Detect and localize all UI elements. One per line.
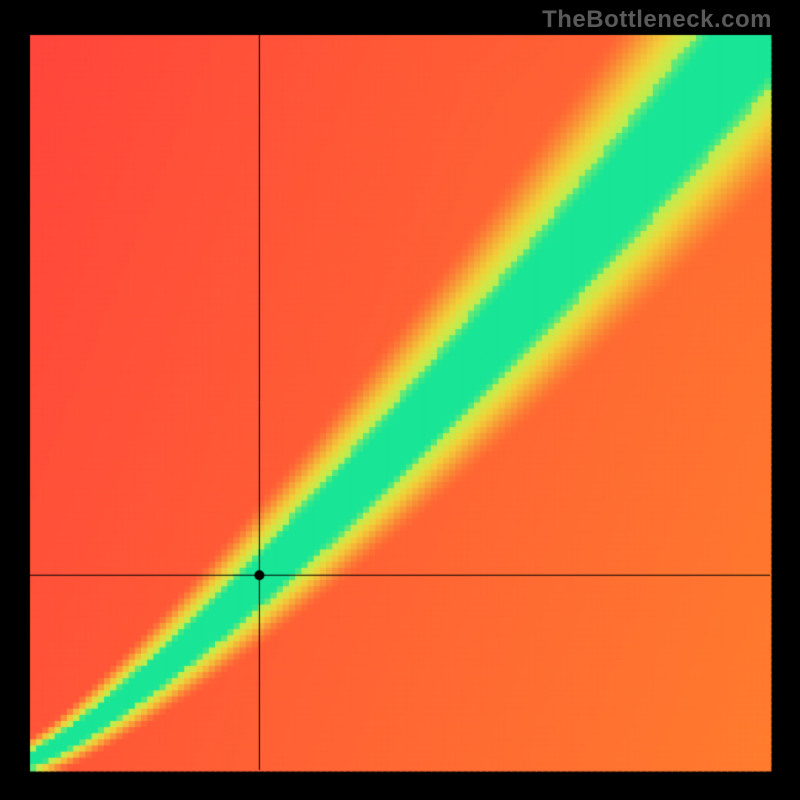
bottleneck-heatmap [0,0,800,800]
watermark-text: TheBottleneck.com [542,6,772,34]
